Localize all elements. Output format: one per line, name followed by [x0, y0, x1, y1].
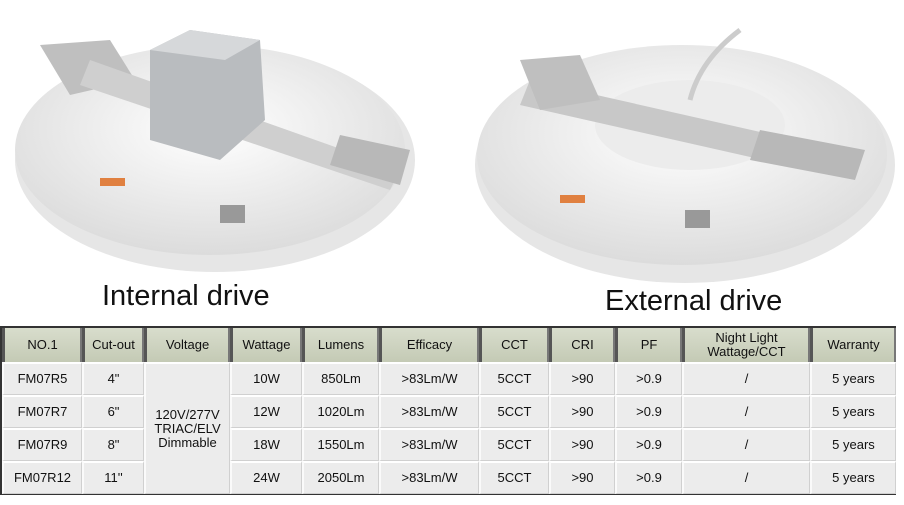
header-cell: Voltage	[144, 328, 230, 362]
table-cell: 8"	[82, 428, 144, 461]
table-cell: >83Lm/W	[379, 362, 479, 395]
internal-drive-caption: Internal drive	[102, 280, 270, 312]
table-cell: 5CCT	[479, 362, 549, 395]
table-cell: 5CCT	[479, 461, 549, 494]
spec-table: NO.1 Cut-out Voltage Wattage Lumens Efficacy C…	[0, 326, 896, 495]
table-cell: 1550Lm	[302, 428, 379, 461]
table-cell: 850Lm	[302, 362, 379, 395]
header-cell: NO.1	[2, 328, 82, 362]
table-cell: 12W	[230, 395, 302, 428]
table-cell: 5 years	[810, 428, 896, 461]
table-cell: >90	[549, 428, 615, 461]
table-cell: >83Lm/W	[379, 428, 479, 461]
table-cell: FM07R9	[2, 428, 82, 461]
table-cell: 18W	[230, 428, 302, 461]
table-cell: FM07R7	[2, 395, 82, 428]
table-cell: 5 years	[810, 395, 896, 428]
table-cell: 5CCT	[479, 395, 549, 428]
table-cell: /	[682, 428, 810, 461]
header-cell: CRI	[549, 328, 615, 362]
table-cell: >0.9	[615, 395, 682, 428]
voltage-cell: 120V/277V TRIAC/ELV Dimmable	[144, 362, 230, 494]
table-cell: >90	[549, 461, 615, 494]
header-cell: Night Light Wattage/CCT	[682, 328, 810, 362]
header-cell: Wattage	[230, 328, 302, 362]
internal-drive-product-image	[15, 30, 415, 272]
table-cell: 5CCT	[479, 428, 549, 461]
header-cell: Efficacy	[379, 328, 479, 362]
table-cell: 5 years	[810, 362, 896, 395]
table-cell: >0.9	[615, 428, 682, 461]
table-cell: >83Lm/W	[379, 395, 479, 428]
header-cell: Lumens	[302, 328, 379, 362]
header-cell: Cut-out	[82, 328, 144, 362]
table-cell: >90	[549, 395, 615, 428]
table-cell: FM07R12	[2, 461, 82, 494]
table-cell: 24W	[230, 461, 302, 494]
table-cell: /	[682, 461, 810, 494]
header-cell: Warranty	[810, 328, 896, 362]
table-cell: >0.9	[615, 461, 682, 494]
table-cell: 11''	[82, 461, 144, 494]
table-cell: /	[682, 395, 810, 428]
table-cell: 4"	[82, 362, 144, 395]
table-cell: FM07R5	[2, 362, 82, 395]
table-cell: 2050Lm	[302, 461, 379, 494]
header-cell: CCT	[479, 328, 549, 362]
external-drive-caption: External drive	[605, 285, 783, 317]
table-cell: 5 years	[810, 461, 896, 494]
table-cell: 1020Lm	[302, 395, 379, 428]
table-cell: /	[682, 362, 810, 395]
external-drive-product-image	[475, 28, 895, 283]
table-cell: >83Lm/W	[379, 461, 479, 494]
table-cell: 6"	[82, 395, 144, 428]
table-cell: >90	[549, 362, 615, 395]
table-cell: 10W	[230, 362, 302, 395]
table-cell: >0.9	[615, 362, 682, 395]
header-cell: PF	[615, 328, 682, 362]
